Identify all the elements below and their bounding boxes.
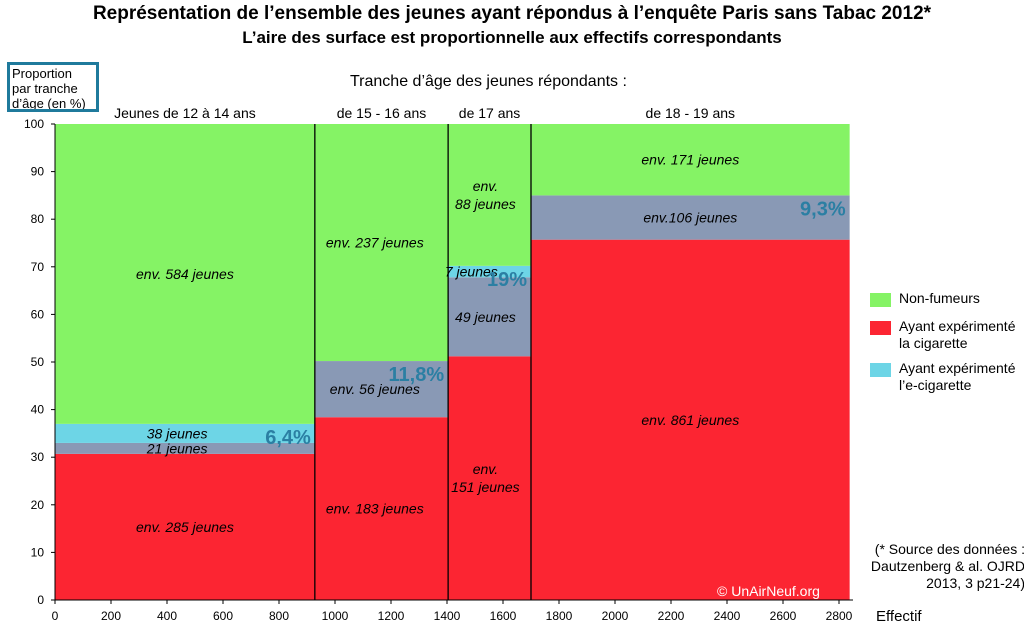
x-tick-label: 400 xyxy=(157,609,177,623)
segment-label-3-2: env. 171 jeunes xyxy=(641,152,739,168)
y-tick-label: 90 xyxy=(31,165,45,179)
segment-label-0-3: env. 584 jeunes xyxy=(136,266,234,282)
group-header-0: Jeunes de 12 à 14 ans xyxy=(114,105,256,121)
x-tick-label: 0 xyxy=(52,609,59,623)
segment-label-2-2: 7 jeunes xyxy=(445,264,498,280)
chart-subtitle: L’aire des surface est proportionnelle a… xyxy=(242,28,782,47)
percent-label-3: 9,3% xyxy=(800,198,846,220)
segment-label-1-2: env. 237 jeunes xyxy=(326,235,424,251)
y-tick-label: 20 xyxy=(31,498,45,512)
legend-label-cigarette: Ayant expérimenté la cigarette xyxy=(899,318,1016,351)
segment-3-non_fumeurs xyxy=(531,124,850,196)
x-tick-label: 2800 xyxy=(826,609,853,623)
x-tick-label: 2200 xyxy=(658,609,685,623)
segment-label-0-0: env. 285 jeunes xyxy=(136,519,234,535)
segment-label-3-0: env. 861 jeunes xyxy=(641,412,739,428)
group-header-1: de 15 - 16 ans xyxy=(337,105,427,121)
x-tick-label: 1400 xyxy=(434,609,461,623)
segment-label-2-3-line1: env. xyxy=(473,178,498,194)
segment-0-cigarette xyxy=(55,453,315,600)
segment-3-cigarette xyxy=(531,239,850,600)
segment-label-0-2: 38 jeunes xyxy=(147,425,208,441)
y-tick-label: 70 xyxy=(31,260,45,274)
x-tick-label: 2000 xyxy=(602,609,629,623)
group-header-2: de 17 ans xyxy=(459,105,521,121)
segment-1-cigarette xyxy=(314,417,449,600)
x-tick-label: 200 xyxy=(101,609,121,623)
y-tick-label: 0 xyxy=(37,593,44,607)
segment-label-2-0-line2: 151 jeunes xyxy=(451,479,520,495)
legend-label-ecigarette: Ayant expérimenté l’e-cigarette xyxy=(899,360,1016,393)
segment-2-cigarette xyxy=(448,356,531,600)
percent-label-1: 11,8% xyxy=(389,364,445,386)
legend-swatch-non-fumeurs xyxy=(870,293,891,307)
x-tick-label: 2600 xyxy=(770,609,797,623)
x-tick-label: 2400 xyxy=(714,609,741,623)
y-tick-label: 80 xyxy=(31,212,45,226)
segment-0-non_fumeurs xyxy=(55,124,315,424)
segment-2-non_fumeurs xyxy=(448,124,531,266)
segment-2-ecigarette xyxy=(448,265,531,278)
segment-2-overlap xyxy=(448,277,531,357)
segment-label-0-1: 21 jeunes xyxy=(146,440,208,456)
copyright: © UnAirNeuf.org xyxy=(717,583,820,599)
percent-label-0: 6,4% xyxy=(265,427,311,449)
chart-title: Représentation de l’ensemble des jeunes … xyxy=(92,3,932,24)
segment-label-2-3-line2: 88 jeunes xyxy=(455,196,516,212)
segment-0-ecigarette xyxy=(55,423,315,443)
legend-label-non-fumeurs: Non-fumeurs xyxy=(899,290,980,306)
segment-1-overlap xyxy=(314,361,449,418)
x-header: Tranche d’âge des jeunes répondants : xyxy=(350,73,627,90)
segment-label-1-1: env. 56 jeunes xyxy=(330,381,420,397)
segment-0-overlap xyxy=(55,442,315,454)
x-tick-label: 1600 xyxy=(490,609,517,623)
y-tick-label: 50 xyxy=(31,355,45,369)
y-axis-label: Proportion par tranche d’âge (en %) xyxy=(7,62,99,112)
percent-label-2: 19% xyxy=(487,269,527,291)
legend-swatch-ecigarette xyxy=(870,363,891,377)
x-tick-label: 1800 xyxy=(546,609,573,623)
y-tick-label: 60 xyxy=(31,307,45,321)
x-tick-label: 600 xyxy=(213,609,233,623)
y-tick-label: 30 xyxy=(31,450,45,464)
group-header-3: de 18 - 19 ans xyxy=(646,105,736,121)
y-tick-label: 40 xyxy=(31,403,45,417)
x-axis-title: Effectif xyxy=(876,608,922,625)
y-tick-label: 100 xyxy=(24,117,44,131)
segment-label-3-1: env.106 jeunes xyxy=(643,210,737,226)
legend-swatch-cigarette xyxy=(870,321,891,335)
x-tick-label: 1000 xyxy=(322,609,349,623)
segment-label-1-0: env. 183 jeunes xyxy=(326,501,424,517)
segment-3-overlap xyxy=(531,195,850,240)
segment-label-2-1: 49 jeunes xyxy=(455,309,516,325)
x-tick-label: 1200 xyxy=(378,609,405,623)
segment-label-2-0-line1: env. xyxy=(473,461,498,477)
x-tick-label: 800 xyxy=(269,609,289,623)
segment-1-non_fumeurs xyxy=(314,124,449,362)
y-tick-label: 10 xyxy=(31,545,45,559)
source-note: (* Source des données : Dautzenberg & al… xyxy=(870,541,1024,591)
